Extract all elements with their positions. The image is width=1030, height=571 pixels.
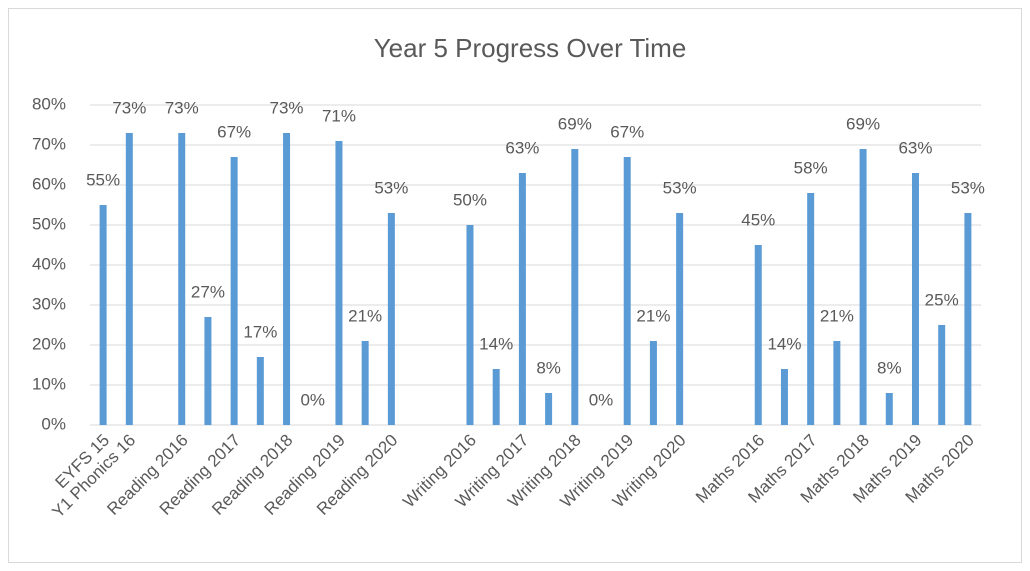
y-tick-label: 60% <box>32 174 66 193</box>
value-label: 73% <box>270 98 304 117</box>
bar <box>99 205 107 425</box>
bar <box>204 317 212 425</box>
bar <box>938 325 946 425</box>
value-label: 45% <box>741 210 775 229</box>
bar <box>545 393 553 425</box>
value-label: 17% <box>243 322 277 341</box>
value-label: 73% <box>112 98 146 117</box>
bar <box>125 133 133 425</box>
bar <box>518 173 526 425</box>
value-label: 8% <box>877 358 902 377</box>
bar <box>571 149 579 425</box>
value-label: 53% <box>951 178 985 197</box>
value-label: 53% <box>663 178 697 197</box>
bar <box>230 157 238 425</box>
value-label: 21% <box>636 306 670 325</box>
value-label: 25% <box>925 290 959 309</box>
value-label: 71% <box>322 106 356 125</box>
y-tick-label: 10% <box>32 374 66 393</box>
bar <box>964 213 972 425</box>
bar <box>859 149 867 425</box>
value-label: 0% <box>300 390 325 409</box>
bar <box>335 141 343 425</box>
y-tick-label: 20% <box>32 334 66 353</box>
y-tick-label: 30% <box>32 294 66 313</box>
value-label: 69% <box>558 114 592 133</box>
bar <box>283 133 291 425</box>
value-label: 73% <box>165 98 199 117</box>
value-label: 63% <box>898 138 932 157</box>
y-tick-label: 80% <box>32 94 66 113</box>
bar <box>466 225 474 425</box>
value-label: 58% <box>794 158 828 177</box>
value-label: 69% <box>846 114 880 133</box>
value-label: 8% <box>536 358 561 377</box>
bar <box>492 369 500 425</box>
bar <box>885 393 893 425</box>
chart-border <box>8 8 1022 563</box>
bar <box>833 341 841 425</box>
y-tick-label: 40% <box>32 254 66 273</box>
bar <box>649 341 657 425</box>
value-label: 50% <box>453 190 487 209</box>
bar <box>754 245 762 425</box>
chart-title: Year 5 Progress Over Time <box>374 33 687 63</box>
value-label: 0% <box>589 390 614 409</box>
bar <box>387 213 395 425</box>
bar <box>911 173 919 425</box>
value-label: 53% <box>374 178 408 197</box>
bar <box>361 341 369 425</box>
value-label: 14% <box>479 334 513 353</box>
y-tick-label: 50% <box>32 214 66 233</box>
value-label: 67% <box>610 122 644 141</box>
value-label: 21% <box>820 306 854 325</box>
bar <box>676 213 684 425</box>
y-tick-label: 0% <box>41 414 66 433</box>
value-label: 14% <box>767 334 801 353</box>
bar <box>256 357 264 425</box>
value-label: 21% <box>348 306 382 325</box>
value-label: 27% <box>191 282 225 301</box>
bar <box>807 193 815 425</box>
y-tick-label: 70% <box>32 134 66 153</box>
bar <box>178 133 186 425</box>
bar <box>780 369 788 425</box>
value-label: 55% <box>86 170 120 189</box>
bar <box>623 157 631 425</box>
value-label: 63% <box>505 138 539 157</box>
value-label: 67% <box>217 122 251 141</box>
